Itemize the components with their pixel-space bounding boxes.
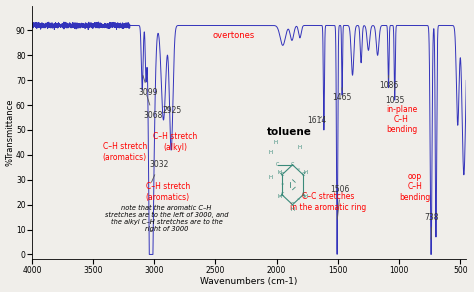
Text: 1035: 1035: [385, 88, 404, 105]
Text: overtones: overtones: [213, 31, 255, 40]
Text: H: H: [268, 150, 273, 155]
Text: H: H: [303, 194, 308, 199]
Text: oop
C–H
bending: oop C–H bending: [399, 172, 430, 202]
Y-axis label: %Transmittance: %Transmittance: [6, 99, 15, 166]
Text: 3032: 3032: [149, 160, 169, 182]
Text: 1614: 1614: [308, 116, 327, 124]
Text: 3099: 3099: [138, 75, 158, 97]
Text: 1465: 1465: [332, 88, 352, 102]
Text: note that the aromatic C–H
stretches are to the left of 3000, and
the alkyl C–H : note that the aromatic C–H stretches are…: [105, 205, 228, 232]
Text: 1086: 1086: [379, 75, 398, 90]
Text: H: H: [268, 175, 273, 180]
Text: C: C: [301, 172, 305, 177]
Text: H: H: [291, 206, 295, 211]
Text: C–C stretches
in the aromatic ring: C–C stretches in the aromatic ring: [290, 192, 366, 212]
Text: C: C: [280, 192, 283, 197]
Text: C–H stretch
(aromatics): C–H stretch (aromatics): [103, 142, 147, 162]
Text: H: H: [278, 194, 282, 199]
Text: C: C: [291, 202, 294, 207]
Text: H: H: [303, 170, 308, 175]
Text: 2925: 2925: [163, 106, 182, 114]
Text: 738: 738: [425, 213, 439, 239]
Text: 1506: 1506: [330, 185, 350, 219]
Text: toluene: toluene: [266, 127, 311, 137]
Text: C–H stretch
(alkyl): C–H stretch (alkyl): [153, 133, 197, 152]
Text: C–H stretch
(aromatics): C–H stretch (aromatics): [146, 182, 190, 202]
Text: H: H: [298, 145, 302, 150]
Text: C: C: [276, 162, 280, 167]
Text: =: =: [280, 183, 284, 187]
Text: C: C: [301, 192, 305, 197]
Text: =: =: [296, 198, 300, 202]
Text: C: C: [291, 162, 294, 167]
Text: H: H: [274, 140, 278, 145]
X-axis label: Wavenumbers (cm-1): Wavenumbers (cm-1): [201, 277, 298, 286]
Text: in-plane
C–H
bending: in-plane C–H bending: [386, 105, 417, 135]
Text: 3068: 3068: [143, 95, 163, 119]
Text: =: =: [296, 168, 300, 172]
Text: H: H: [278, 170, 282, 175]
Text: C: C: [280, 172, 283, 177]
